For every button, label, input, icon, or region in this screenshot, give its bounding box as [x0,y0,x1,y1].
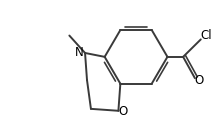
Text: N: N [75,45,83,59]
Text: O: O [194,74,204,87]
Text: O: O [119,105,128,118]
Text: Cl: Cl [201,29,213,42]
